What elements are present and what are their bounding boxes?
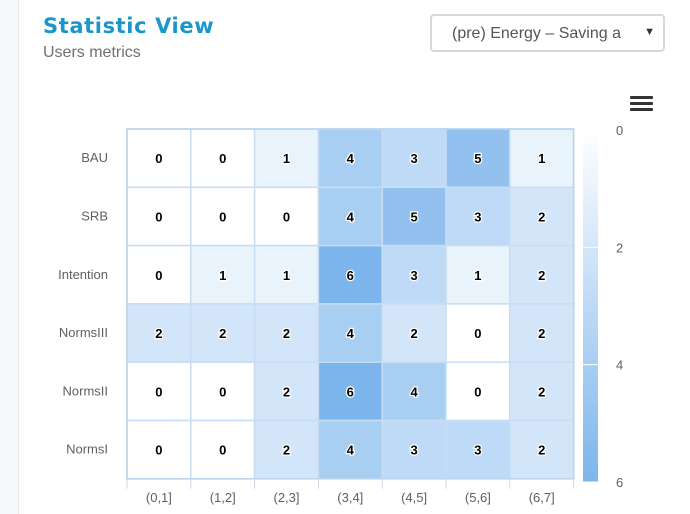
heatmap-cell-value: 3 (474, 443, 481, 458)
heatmap-cell-value: 2 (219, 326, 226, 341)
heatmap-cell-value: 2 (283, 326, 290, 341)
hamburger-menu-icon (630, 96, 653, 99)
y-axis-label: NormsII (63, 383, 109, 398)
heatmap-cell-value: 0 (219, 209, 226, 224)
heatmap-cell (190, 244, 256, 305)
heatmap-cell (253, 361, 320, 422)
heatmap-cell-value: 0 (155, 151, 162, 166)
color-legend-bar (583, 130, 598, 482)
page-title: Statistic View (43, 14, 215, 38)
heatmap-cell-value: 2 (538, 384, 545, 399)
heatmap-cell-value: 5 (474, 151, 481, 166)
heatmap-cell-value: 3 (410, 151, 417, 166)
heatmap-cell (445, 361, 511, 422)
heatmap-cell-value: 2 (410, 326, 417, 341)
heatmap-cell-value: 2 (538, 209, 545, 224)
heatmap-cell-value: 1 (219, 268, 226, 283)
chart-menu-button[interactable] (630, 96, 654, 114)
x-axis-label: (0,1] (146, 490, 172, 505)
heatmap-cell-value: 1 (283, 151, 290, 166)
heatmap-cell (126, 244, 192, 305)
heatmap-cell (381, 186, 447, 247)
heatmap-cell (509, 361, 575, 422)
y-axis-label: Intention (58, 267, 108, 282)
heatmap-cell (317, 186, 383, 247)
x-axis-label: (3,4] (337, 490, 363, 505)
heatmap-cell-value: 0 (283, 209, 290, 224)
x-axis-label: (2,3] (273, 490, 299, 505)
heatmap-cell-value: 1 (474, 268, 481, 283)
heatmap-cell-value: 0 (474, 326, 481, 341)
y-axis-labels: BAU SRB Intention NormsIII NormsII NormsI (58, 150, 108, 457)
heatmap-cell-value: 2 (538, 443, 545, 458)
color-legend-tick-label: 2 (616, 240, 623, 255)
heatmap-cell (445, 303, 511, 363)
y-axis-label: SRB (81, 208, 108, 223)
heatmap-cell-value: 0 (219, 151, 226, 166)
heatmap-cell-value: 0 (474, 384, 481, 399)
heatmap-cell-value: 2 (283, 384, 290, 399)
heatmap-cell-value: 1 (538, 151, 545, 166)
heatmap-cell-value: 4 (410, 384, 418, 399)
heatmap-cell-value: 1 (283, 268, 290, 283)
color-legend: 0 2 4 6 (583, 123, 623, 490)
heatmap-cell (253, 303, 320, 363)
x-axis-labels: (0,1] (1,2] (2,3] (3,4] (4,5] (5,6] (6,7] (146, 490, 555, 505)
heatmap-cell (445, 128, 511, 189)
heatmap-cell-value: 4 (347, 209, 355, 224)
y-axis-label: NormsIII (59, 325, 108, 340)
x-axis-label: (5,6] (465, 490, 491, 505)
heatmap-cell-value: 3 (474, 209, 481, 224)
x-axis-label: (1,2] (210, 490, 236, 505)
heatmap-cell (317, 303, 383, 363)
scenario-select[interactable]: (pre) Energy – Saving a ▼ (430, 14, 665, 52)
heatmap-cell-value: 3 (410, 443, 417, 458)
y-axis-label: NormsI (66, 442, 108, 457)
x-axis-label: (4,5] (401, 490, 427, 505)
x-axis-ticks (126, 478, 575, 489)
page-subtitle: Users metrics (43, 44, 141, 61)
heatmap-cell (509, 128, 575, 189)
left-sidebar-edge (0, 0, 19, 514)
heatmap-cell-value: 0 (219, 384, 226, 399)
chevron-down-icon: ▼ (644, 26, 655, 38)
heatmap-cell-value: 0 (155, 443, 162, 458)
color-legend-tick-label: 6 (616, 475, 623, 490)
heatmap-cells: 0 0 1 4 3 5 1 0 0 0 4 5 3 2 0 1 1 6 3 1 2 2 2 2 4 2 0 2 0 0 2 6 4 0 2 0 0 2 4 3… (126, 128, 575, 480)
heatmap-cell-value: 0 (219, 443, 226, 458)
heatmap-cell-value: 0 (155, 209, 162, 224)
heatmap-cell (126, 186, 192, 247)
heatmap-cell (381, 303, 447, 363)
heatmap-cell-value: 5 (410, 209, 417, 224)
heatmap-cell-value: 2 (538, 268, 545, 283)
heatmap-cell-value: 2 (538, 326, 545, 341)
heatmap-cell-value: 4 (347, 326, 355, 341)
heatmap-cell-value: 2 (155, 326, 162, 341)
scenario-select-value: (pre) Energy – Saving a (452, 25, 621, 42)
heatmap-cell (190, 361, 256, 422)
color-legend-tick-label: 4 (616, 358, 623, 373)
y-axis-label: BAU (81, 150, 108, 165)
heatmap-cell (190, 303, 256, 363)
x-axis-label: (6,7] (529, 490, 555, 505)
heatmap-cell-value: 6 (347, 384, 354, 399)
heatmap-cell-value: 3 (410, 268, 417, 283)
heatmap-cell (381, 361, 447, 422)
heatmap-border (126, 128, 575, 480)
heatmap-cell-value: 6 (347, 268, 354, 283)
heatmap-cell-value: 0 (155, 268, 162, 283)
heatmap-cell-value: 2 (283, 443, 290, 458)
heatmap-cell-value: 4 (347, 443, 355, 458)
heatmap-cell (509, 244, 575, 305)
heatmap-cell-value: 4 (347, 151, 355, 166)
color-legend-tick-label: 0 (616, 123, 623, 138)
heatmap-cell-value: 0 (155, 384, 162, 399)
heatmap-cell (253, 186, 320, 247)
